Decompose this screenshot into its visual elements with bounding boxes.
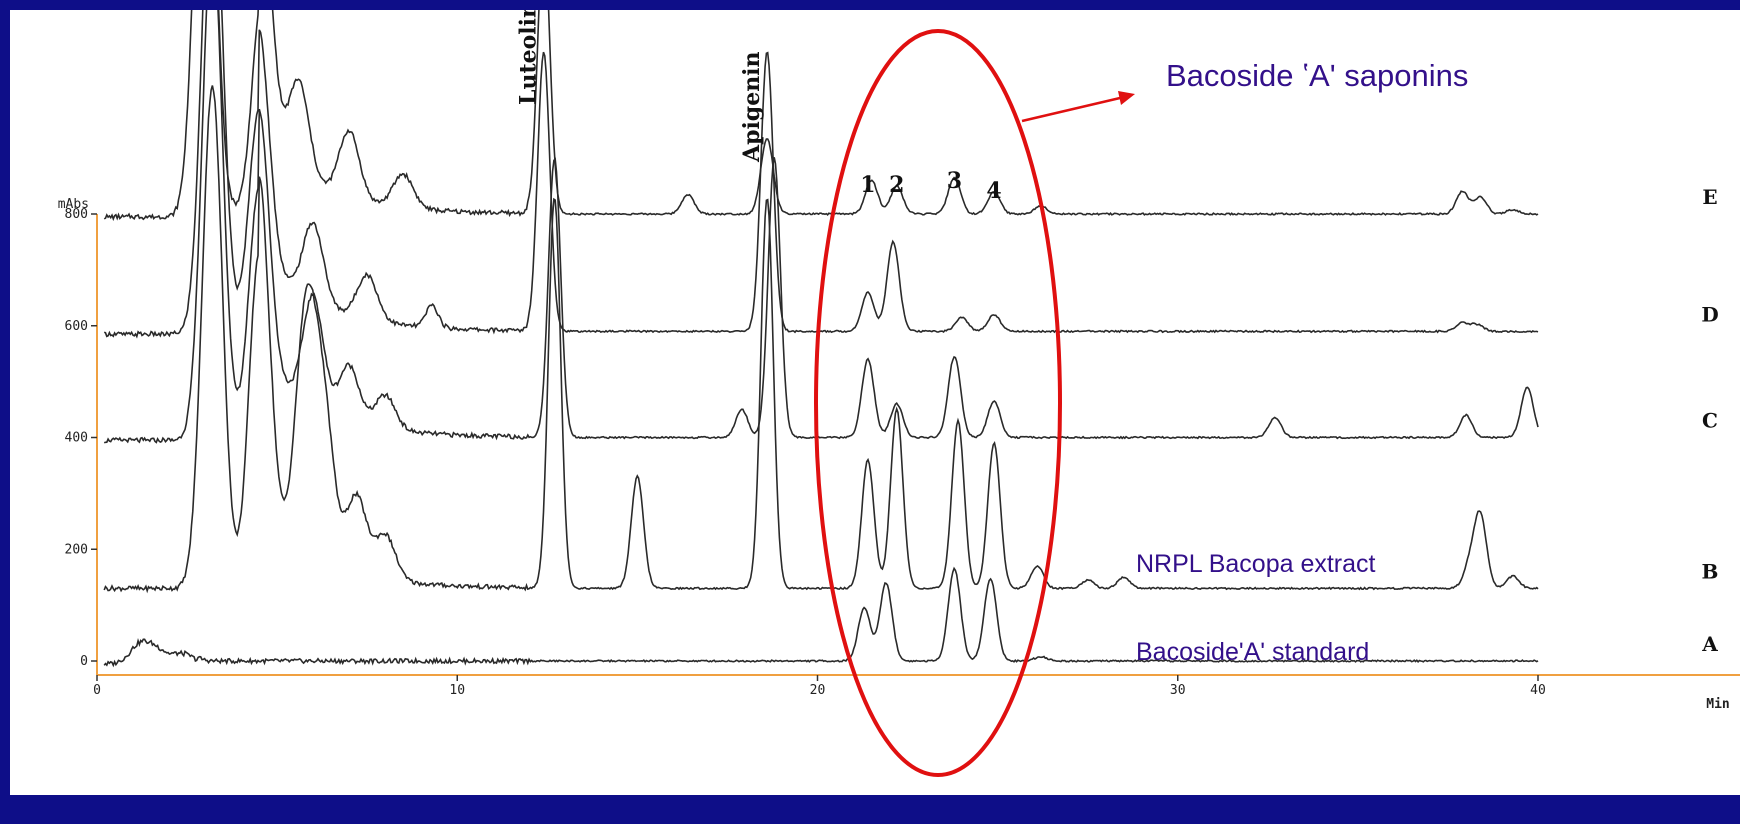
x-tick-label: 40 (1530, 683, 1546, 698)
trace-label-D: D (1701, 302, 1718, 326)
peak-number-label: 3 (947, 168, 962, 194)
y-tick-label: 200 (65, 542, 88, 557)
y-axis-unit-label: mAbs (58, 197, 89, 212)
y-tick-label: 0 (80, 654, 88, 669)
x-tick-label: 20 (810, 683, 826, 698)
annotation-arrow-head (1118, 91, 1135, 105)
y-tick-label: 800 (65, 207, 88, 222)
x-tick-label: 30 (1170, 683, 1186, 698)
extract-annotation: NRPL Bacopa extract (1136, 550, 1376, 578)
trace-label-C: C (1702, 409, 1718, 433)
peak-number-label: 2 (889, 172, 904, 198)
chart-labels: A B C D E Luteolin Apigenin 1 2 3 4 (516, 10, 1719, 656)
x-tick-label: 10 (449, 683, 465, 698)
trace-label-B: B (1702, 559, 1719, 583)
saponins-annotation: Bacoside ʽAʹ saponins (1166, 58, 1468, 93)
x-tick-label: 0 (93, 683, 101, 698)
trace-line-E (103, 10, 1539, 222)
trace-line-B (103, 85, 1539, 594)
traces (103, 10, 1539, 668)
trace-label-A: A (1701, 632, 1718, 656)
y-tick-label: 600 (65, 319, 88, 334)
saponin-region-ellipse (814, 29, 1062, 777)
chromatogram-panel: 0 200 400 600 800 mAbs 0 10 20 30 40 Min A B C D E Luteo… (10, 10, 1740, 795)
overlay: Bacoside ʽAʹ saponins NRPL Bacopa extract… (814, 29, 1468, 777)
trace-label-E: E (1702, 185, 1717, 209)
trace-line-C (103, 10, 1539, 444)
trace-line-D (103, 10, 1539, 339)
annotation-arrow-line (1021, 96, 1121, 123)
compound-label: Luteolin (516, 10, 542, 105)
compound-label: Apigenin (739, 51, 765, 163)
y-tick-label: 400 (65, 431, 88, 446)
standard-annotation: BacosideʹAʹ standard (1136, 638, 1369, 666)
peak-number-label: 1 (860, 172, 875, 198)
peak-number-label: 4 (986, 178, 1001, 204)
x-axis-unit-label: Min (1706, 697, 1729, 712)
trace-line-A (103, 566, 1539, 668)
